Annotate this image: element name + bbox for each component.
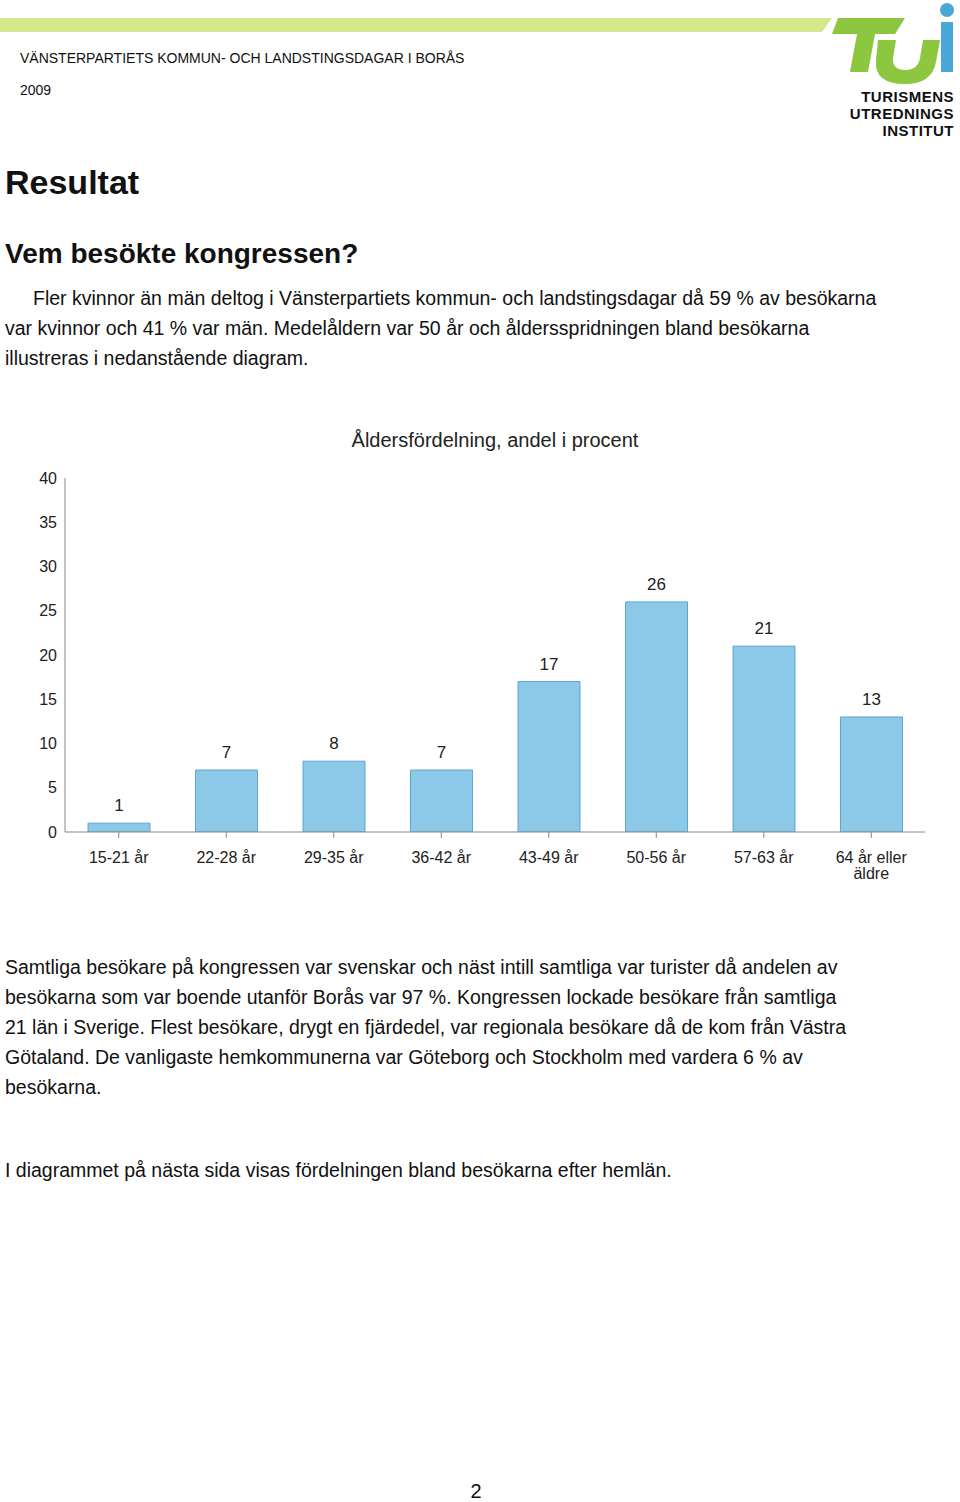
html-text:besökarna som var boende utanf: besökarna som var boende utanför Borås v… xyxy=(5,986,837,1008)
svg-text:21: 21 xyxy=(755,619,774,638)
svg-text:20: 20 xyxy=(39,647,57,664)
svg-text:40: 40 xyxy=(39,470,57,487)
svg-text:36-42 år: 36-42 år xyxy=(411,849,471,866)
html-text:UTREDNINGS: UTREDNINGS xyxy=(849,105,954,122)
svg-text:50-56 år: 50-56 år xyxy=(626,849,686,866)
svg-text:25: 25 xyxy=(39,602,57,619)
svg-text:5: 5 xyxy=(48,779,57,796)
html-text:2009: 2009 xyxy=(20,82,52,98)
html-text:besökarna.: besökarna. xyxy=(5,1076,102,1098)
svg-text:13: 13 xyxy=(862,690,881,709)
svg-text:10: 10 xyxy=(39,735,57,752)
html-text:TURISMENS: TURISMENS xyxy=(861,88,954,105)
html-text:INSTITUT: INSTITUT xyxy=(882,122,954,139)
html-text:21 län i Sverige. Flest besöka: 21 län i Sverige. Flest besökare, drygt … xyxy=(5,1016,847,1038)
svg-text:64 år elleräldre: 64 år elleräldre xyxy=(836,849,908,882)
svg-text:0: 0 xyxy=(48,824,57,841)
html-text:I diagrammet på nästa sida vis: I diagrammet på nästa sida visas fördeln… xyxy=(5,1159,672,1181)
svg-text:22-28 år: 22-28 år xyxy=(196,849,256,866)
html-text:Resultat: Resultat xyxy=(5,163,140,201)
html-text:Samtliga besökare på kongresse: Samtliga besökare på kongressen var sven… xyxy=(5,956,838,978)
svg-text:7: 7 xyxy=(437,743,446,762)
svg-text:7: 7 xyxy=(222,743,231,762)
html-text:Vem besökte kongressen?: Vem besökte kongressen? xyxy=(5,238,359,269)
html-text:Fler kvinnor än män deltog i V: Fler kvinnor än män deltog i Vänsterpart… xyxy=(33,287,877,309)
svg-text:1: 1 xyxy=(114,796,123,815)
svg-text:8: 8 xyxy=(329,734,338,753)
svg-text:30: 30 xyxy=(39,558,57,575)
svg-text:57-63 år: 57-63 år xyxy=(734,849,794,866)
html-text:var kvinnor och 41 % var män.: var kvinnor och 41 % var män. Medelålder… xyxy=(5,317,810,339)
svg-text:17: 17 xyxy=(540,655,559,674)
svg-text:26: 26 xyxy=(647,575,666,594)
html-text:Åldersfördelning, andel i proc: Åldersfördelning, andel i procent xyxy=(351,429,639,451)
html-text:illustreras i nedanstående dia: illustreras i nedanstående diagram. xyxy=(5,347,309,369)
html-text:VÄNSTERPARTIETS KOMMUN- OCH LA: VÄNSTERPARTIETS KOMMUN- OCH LANDSTINGSDA… xyxy=(20,50,465,66)
svg-text:15-21 år: 15-21 år xyxy=(89,849,149,866)
html-text:Götaland. De vanligaste hemkom: Götaland. De vanligaste hemkommunerna va… xyxy=(5,1046,803,1068)
html-text:2: 2 xyxy=(470,1480,482,1502)
svg-text:43-49 år: 43-49 år xyxy=(519,849,579,866)
svg-text:29-35 år: 29-35 år xyxy=(304,849,364,866)
svg-text:15: 15 xyxy=(39,691,57,708)
svg-text:35: 35 xyxy=(39,514,57,531)
